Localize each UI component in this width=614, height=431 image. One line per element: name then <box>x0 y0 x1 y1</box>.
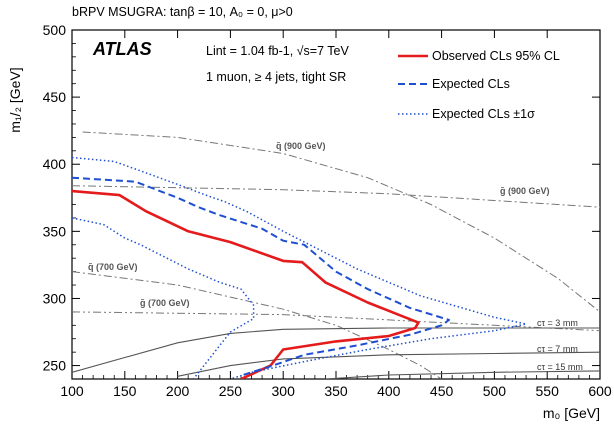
series-2-line <box>72 156 527 379</box>
x-tick-label: 500 <box>483 383 507 399</box>
reference-curve-4 <box>72 327 600 373</box>
reference-curve-1 <box>72 185 600 208</box>
reference-curve-0 <box>82 131 600 313</box>
selection-text: 1 muon, ≥ 4 jets, tight SR <box>206 70 346 84</box>
axis-tick-labels: 100 150 200 250 300 350 400 450 500 550 600 250 300 3… <box>43 22 612 399</box>
legend-observed-label: Observed CLs 95% CL <box>432 49 560 63</box>
y-tick-label: 350 <box>43 223 67 239</box>
y-tick-label: 300 <box>43 290 67 306</box>
label-squark-900: q̃ (900 GeV) <box>276 141 326 151</box>
label-gluino-700: g̃ (700 GeV) <box>140 298 190 308</box>
curves-layer <box>72 131 600 379</box>
legend: Observed CLs 95% CL Expected CLs Expecte… <box>398 49 560 121</box>
y-tick-label: 450 <box>43 89 67 105</box>
series-1-line <box>72 176 450 376</box>
label-ctau-3mm: cτ = 3 mm <box>537 318 578 328</box>
reference-curve-2 <box>72 271 442 379</box>
x-tick-label: 350 <box>324 383 348 399</box>
x-tick-label: 200 <box>166 383 190 399</box>
y-tick-label: 250 <box>43 358 67 374</box>
x-tick-label: 550 <box>536 383 560 399</box>
reference-curve-3 <box>72 311 600 332</box>
legend-band-label: Expected CLs ±1σ <box>432 107 535 121</box>
reference-curve-5 <box>177 351 600 377</box>
y-tick-label: 500 <box>43 22 67 38</box>
label-ctau-7mm: cτ = 7 mm <box>537 344 578 354</box>
y-axis-title: m₁/₂ [GeV] <box>7 67 23 132</box>
x-tick-label: 600 <box>588 383 612 399</box>
legend-expected-label: Expected CLs <box>432 77 510 91</box>
x-tick-label: 400 <box>377 383 401 399</box>
x-tick-label: 300 <box>272 383 296 399</box>
x-tick-label: 250 <box>219 383 243 399</box>
label-squark-700: q̃ (700 GeV) <box>88 262 138 272</box>
chart-title: bRPV MSUGRA: tanβ = 10, A₀ = 0, μ>0 <box>72 5 293 19</box>
label-ctau-15mm: cτ = 15 mm <box>537 362 583 372</box>
x-tick-label: 450 <box>430 383 454 399</box>
label-gluino-900: g̃ (900 GeV) <box>500 186 550 196</box>
luminosity-text: Lint = 1.04 fb-1, √s=7 TeV <box>206 44 349 58</box>
series-0-line <box>72 189 420 379</box>
x-axis-title: m₀ [GeV] <box>543 405 600 421</box>
reference-curve-6 <box>325 370 600 379</box>
x-tick-label: 150 <box>113 383 137 399</box>
series-2-line-inner <box>72 217 255 379</box>
y-tick-label: 400 <box>43 156 67 172</box>
experiment-label: ATLAS <box>92 39 152 59</box>
x-tick-label: 100 <box>60 383 84 399</box>
